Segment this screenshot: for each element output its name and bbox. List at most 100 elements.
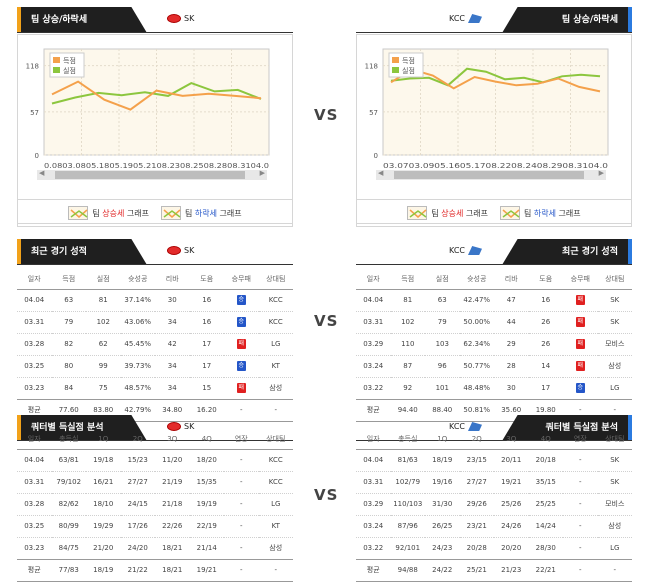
kcc-trend-header: 팀 상승/하락세 KCC [356, 7, 632, 33]
table-cell: 03.28 [17, 493, 52, 516]
table-cell: 패 [224, 333, 259, 356]
table-cell: 18/10 [86, 493, 121, 516]
table-cell: 29 [494, 333, 529, 356]
table-cell: 15/35 [189, 471, 224, 494]
scroll-thumb[interactable] [394, 171, 584, 179]
table-cell: 96 [425, 355, 460, 378]
kcc-graph-scrollbar[interactable]: ◀ ▶ [376, 169, 606, 180]
table-cell: 삼성 [597, 515, 632, 538]
table-cell: 103 [425, 333, 460, 356]
table-cell: 34 [155, 311, 190, 334]
table-cell: 03.31 [356, 311, 391, 334]
fall-graph-button[interactable]: 팀 하락세 그래프 [161, 206, 242, 220]
column-header: 연장 [563, 429, 598, 450]
table-cell: 18/19 [86, 558, 121, 582]
column-header: 연장 [224, 429, 259, 450]
table-cell: 패 [563, 355, 598, 378]
scroll-right-icon[interactable]: ▶ [259, 169, 265, 177]
column-header: 리바 [155, 269, 190, 290]
table-cell: 23/15 [459, 449, 494, 472]
table-cell: 20/11 [494, 449, 529, 472]
table-cell: 패 [563, 311, 598, 334]
table-cell: 43.06% [120, 311, 155, 334]
allowed-series-line [390, 67, 601, 87]
scored-series-line [51, 80, 262, 111]
table-row: 04.04 63/81 19/18 15/23 11/20 18/20- KCC [17, 449, 293, 472]
table-cell: 62 [86, 333, 121, 356]
table-cell: 03.23 [17, 377, 52, 400]
table-header-row: 일자 득점 실점 슛성공 리바 도움 승무패 상대팀 [356, 269, 632, 290]
table-cell: 17 [189, 355, 224, 378]
table-cell: KCC [258, 311, 293, 334]
sk-graph-scrollbar[interactable]: ◀ ▶ [37, 169, 267, 180]
table-cell: 24/22 [425, 558, 460, 582]
table-cell: 48.57% [120, 377, 155, 400]
table-cell: 19/29 [86, 515, 121, 538]
scroll-right-icon[interactable]: ▶ [598, 169, 604, 177]
table-cell: KCC [258, 471, 293, 494]
average-row: 평균 77.60 83.80 42.79% 34.80 16.20- - [17, 398, 293, 422]
kcc-quarter-panel: 쿼터별 득실점 분석 KCC 일자 총득실 1Q 2Q 3Q 4Q 연장 상대팀 04.04 81… [356, 415, 632, 582]
sk-quarter-panel: 쿼터별 득실점 분석 SK 일자 총득실 1Q 2Q 3Q 4Q 연장 상대팀 04.04 63/… [17, 415, 293, 582]
table-row: 03.28 82/62 18/10 24/15 21/18 19/19- LG [17, 493, 293, 516]
table-row: 03.23 84 75 48.57% 34 15 패 삼성 [17, 377, 293, 400]
table-cell: 17 [528, 377, 563, 400]
table-cell: KT [258, 355, 293, 378]
rise-graph-button[interactable]: 팀 상승세 그래프 [68, 206, 149, 220]
column-header: 슛성공 [120, 269, 155, 290]
table-cell: 18/21 [155, 558, 190, 582]
table-cell: 14/24 [528, 515, 563, 538]
sk-team-name: SK [184, 246, 195, 255]
table-cell: 03.24 [356, 515, 391, 538]
column-header: 일자 [356, 429, 391, 450]
table-cell: KCC [258, 449, 293, 472]
table-cell: 87/96 [390, 515, 425, 538]
table-row: 03.31 79 102 43.06% 34 16 승 KCC [17, 311, 293, 334]
column-header: 도움 [528, 269, 563, 290]
table-cell: 50.77% [459, 355, 494, 378]
legend-swatch-allowed [53, 67, 60, 73]
column-header: 승무패 [563, 269, 598, 290]
vs-label-1: VS [314, 106, 339, 124]
scroll-left-icon[interactable]: ◀ [378, 169, 384, 177]
column-header: 득점 [51, 269, 86, 290]
table-cell: 03.29 [356, 333, 391, 356]
table-cell: 22/19 [189, 515, 224, 538]
table-cell: 26 [528, 333, 563, 356]
table-cell: 패 [563, 333, 598, 356]
table-cell: 63 [425, 289, 460, 312]
table-cell: - [224, 493, 259, 516]
fall-graph-button[interactable]: 팀 하락세 그래프 [500, 206, 581, 220]
rise-graph-button[interactable]: 팀 상승세 그래프 [407, 206, 488, 220]
table-cell: 14 [528, 355, 563, 378]
win-badge: 승 [236, 317, 246, 327]
table-cell: 20/28 [459, 537, 494, 560]
legend-label-scored: 득점 [63, 57, 76, 65]
table-cell: 42 [155, 333, 190, 356]
table-cell: 삼성 [258, 377, 293, 400]
table-cell: 79 [51, 311, 86, 334]
column-header: 일자 [17, 269, 52, 290]
scroll-thumb[interactable] [55, 171, 245, 179]
table-cell: 28 [494, 355, 529, 378]
scroll-left-icon[interactable]: ◀ [39, 169, 45, 177]
table-row: 03.25 80 99 39.73% 34 17 승 KT [17, 355, 293, 378]
table-cell: 42.47% [459, 289, 494, 312]
sk-recent-table: 일자 득점 실점 슛성공 리바 도움 승무패 상대팀 04.04 63 81 37.14% 30 16 승 K… [17, 269, 293, 422]
legend-swatch-scored [392, 57, 399, 63]
table-cell: 삼성 [597, 355, 632, 378]
table-cell: 26/25 [425, 515, 460, 538]
rise-graph-icon [407, 206, 428, 220]
table-cell: - [224, 537, 259, 560]
table-cell: - [258, 558, 293, 582]
table-cell: 81/63 [390, 449, 425, 472]
loss-badge: 패 [236, 383, 246, 393]
average-row: 평균 77/83 18/19 21/22 18/21 19/21- - [17, 558, 293, 582]
table-cell: 모비스 [597, 333, 632, 356]
win-badge: 승 [236, 295, 246, 305]
legend-label-scored: 득점 [402, 57, 415, 65]
table-cell: 79/102 [51, 471, 86, 494]
x-tick-labels: 03.0703.0905.1605.1708.2208.2408.2908.31… [383, 162, 608, 170]
kcc-logo-icon [468, 14, 482, 23]
table-cell: 03.25 [17, 515, 52, 538]
